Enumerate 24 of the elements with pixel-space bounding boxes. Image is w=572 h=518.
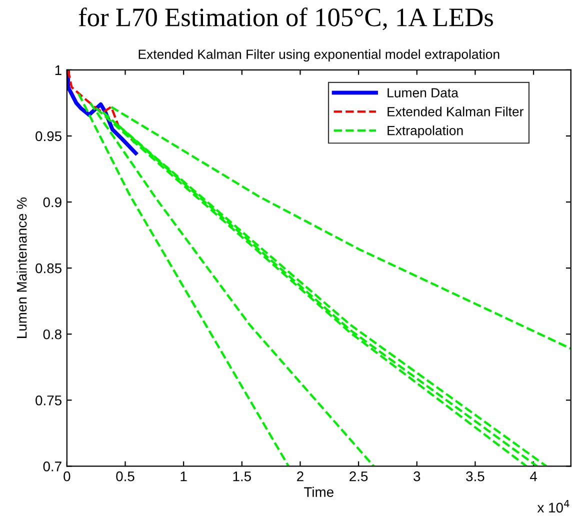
- x-tick-label: 4: [530, 472, 537, 482]
- y-tick-label: 1: [55, 65, 62, 75]
- x-tick-label: 3.5: [466, 471, 484, 482]
- y-tick-label: 0.85: [36, 263, 62, 274]
- x-tick-label: 1.5: [233, 472, 251, 482]
- x-tick-label: 0: [64, 471, 70, 482]
- y-axis-title: Lumen Maintenance %: [16, 198, 27, 338]
- y-tick-label: 0.8: [43, 329, 62, 340]
- legend-label: Extrapolation: [388, 126, 463, 138]
- x-tick-label: 3: [414, 471, 420, 482]
- legend-label: Lumen Data: [388, 88, 458, 98]
- text: x 10$^{4}$: [537, 500, 570, 513]
- chart-subtitle: Extended Kalman Filter using exponential model extrapolation: [138, 49, 500, 62]
- y-tick-label: 0.7: [43, 462, 62, 472]
- y-tick-label: 0.95: [36, 131, 62, 142]
- x-tick-label: 2: [297, 471, 304, 482]
- x-tick-label: 1: [180, 472, 187, 482]
- legend-label: Extended Kalman Filter: [388, 106, 524, 116]
- x-axis-title: Time: [304, 486, 334, 497]
- x-tick-label: 0.5: [116, 471, 134, 482]
- y-tick-label: 0.75: [36, 395, 62, 406]
- chart-title: for L70 Estimation of 105°C, 1A LEDs: [78, 8, 493, 30]
- y-tick-label: 0.9: [43, 197, 62, 208]
- x-tick-label: 2.5: [350, 471, 368, 482]
